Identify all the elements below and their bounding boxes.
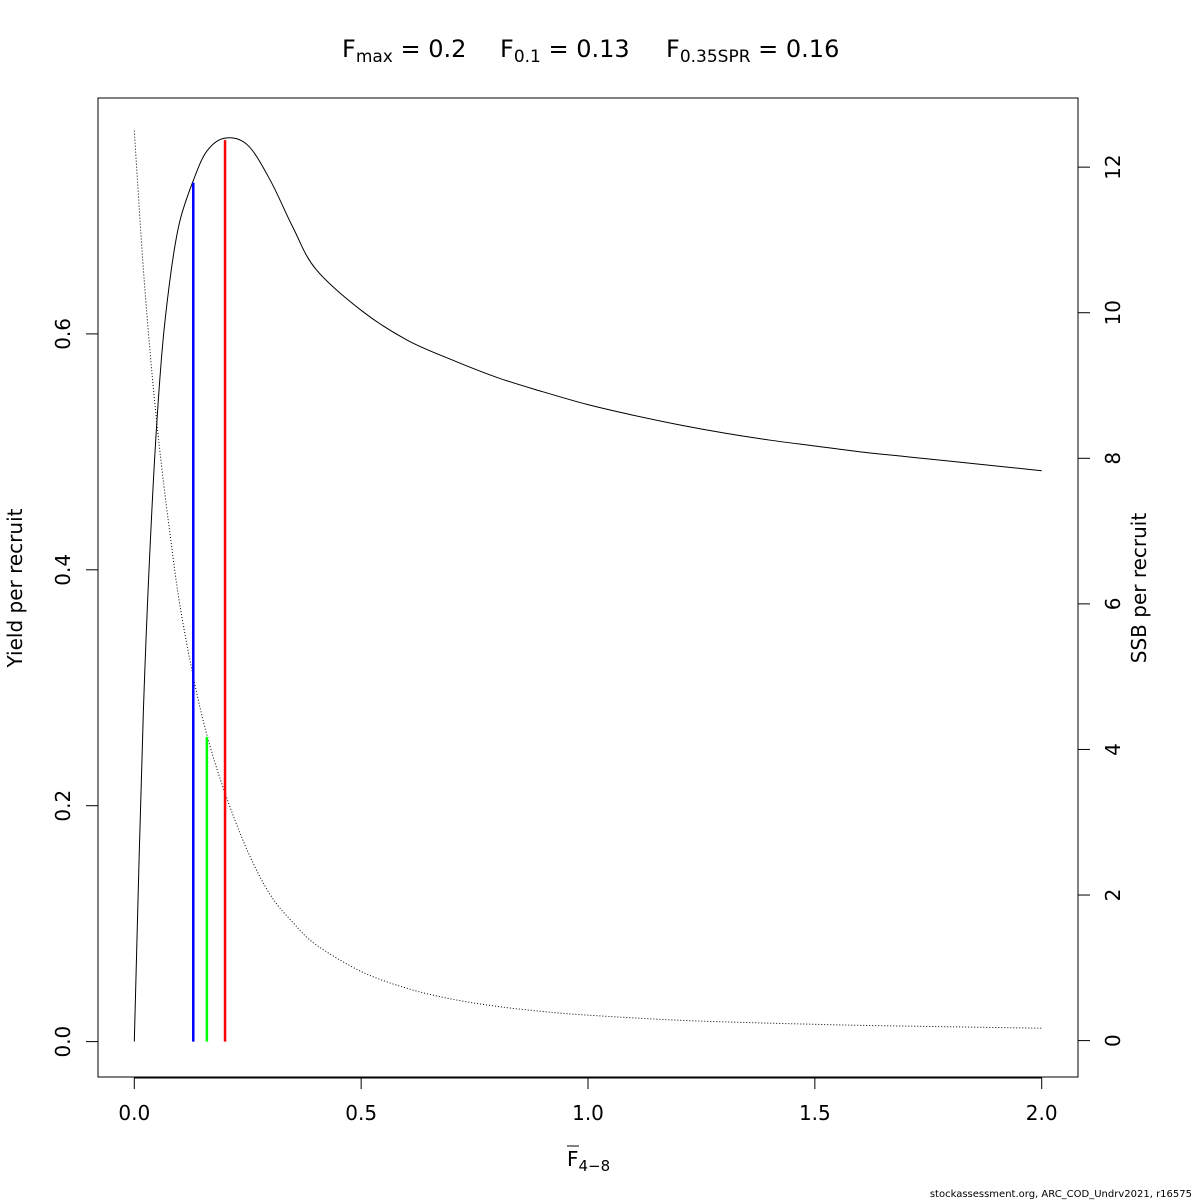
x-tick-label: 2.0 xyxy=(1026,1101,1058,1125)
title-f01-sub: 0.1 xyxy=(514,47,541,67)
y-left-tick-label: 0.0 xyxy=(51,1026,75,1058)
x-tick-label: 0.5 xyxy=(345,1101,377,1125)
footer-source: stockassessment.org, ARC_COD_Undrv2021, … xyxy=(930,1189,1192,1200)
y-right-tick-label: 10 xyxy=(1101,300,1125,325)
title-f01-base: F xyxy=(500,35,514,63)
y-right-tick-label: 12 xyxy=(1101,154,1125,179)
y-right-axis: 0 2 4 6 8 10 12 xyxy=(1077,154,1125,1047)
x-tick-label: 0.0 xyxy=(118,1101,150,1125)
y-left-tick-label: 0.4 xyxy=(51,554,75,586)
x-axis-label-base: F xyxy=(567,1147,579,1171)
title-fmax-base: F xyxy=(342,35,356,63)
plot-frame xyxy=(97,97,1079,1078)
title-f035-sub: 0.35SPR xyxy=(680,47,751,67)
chart-title: Fmax = 0.2 F0.1 = 0.13 F0.35SPR = 0.16 xyxy=(342,35,839,67)
title-fmax-sub: max xyxy=(356,47,393,67)
svg-text:F0.1 = 0.13: F0.1 = 0.13 xyxy=(500,35,630,67)
title-f01-value: = 0.13 xyxy=(541,35,630,63)
y-right-axis-label: SSB per recruit xyxy=(1127,513,1151,664)
series-layer xyxy=(133,130,1042,1042)
title-fmax-value: = 0.2 xyxy=(393,35,467,63)
y-left-tick-label: 0.2 xyxy=(51,790,75,822)
x-axis-label: F4−8 xyxy=(567,1147,610,1175)
y-right-tick-label: 8 xyxy=(1101,452,1125,465)
y-left-axis-label: Yield per recruit xyxy=(3,508,27,668)
x-tick-label: 1.0 xyxy=(572,1101,604,1125)
y-left-tick-label: 0.6 xyxy=(51,318,75,350)
x-tick-label: 1.5 xyxy=(799,1101,831,1125)
x-axis-label-sub: 4−8 xyxy=(579,1157,611,1175)
title-f035-value: = 0.16 xyxy=(751,35,840,63)
y-right-tick-label: 0 xyxy=(1101,1034,1125,1047)
y-right-tick-label: 2 xyxy=(1101,889,1125,902)
y-left-axis: 0.0 0.2 0.4 0.6 xyxy=(51,318,99,1058)
x-axis: 0.0 0.5 1.0 1.5 2.0 xyxy=(118,1077,1058,1125)
y-right-tick-label: 6 xyxy=(1101,598,1125,611)
reference-lines xyxy=(192,140,227,1042)
svg-text:Fmax = 0.2: Fmax = 0.2 xyxy=(342,35,466,67)
y-right-tick-label: 4 xyxy=(1101,743,1125,756)
svg-text:F0.35SPR = 0.16: F0.35SPR = 0.16 xyxy=(666,35,839,67)
yield-per-recruit-curve xyxy=(133,137,1042,1042)
title-f035-base: F xyxy=(666,35,680,63)
ssb-per-recruit-curve xyxy=(133,130,1042,1029)
